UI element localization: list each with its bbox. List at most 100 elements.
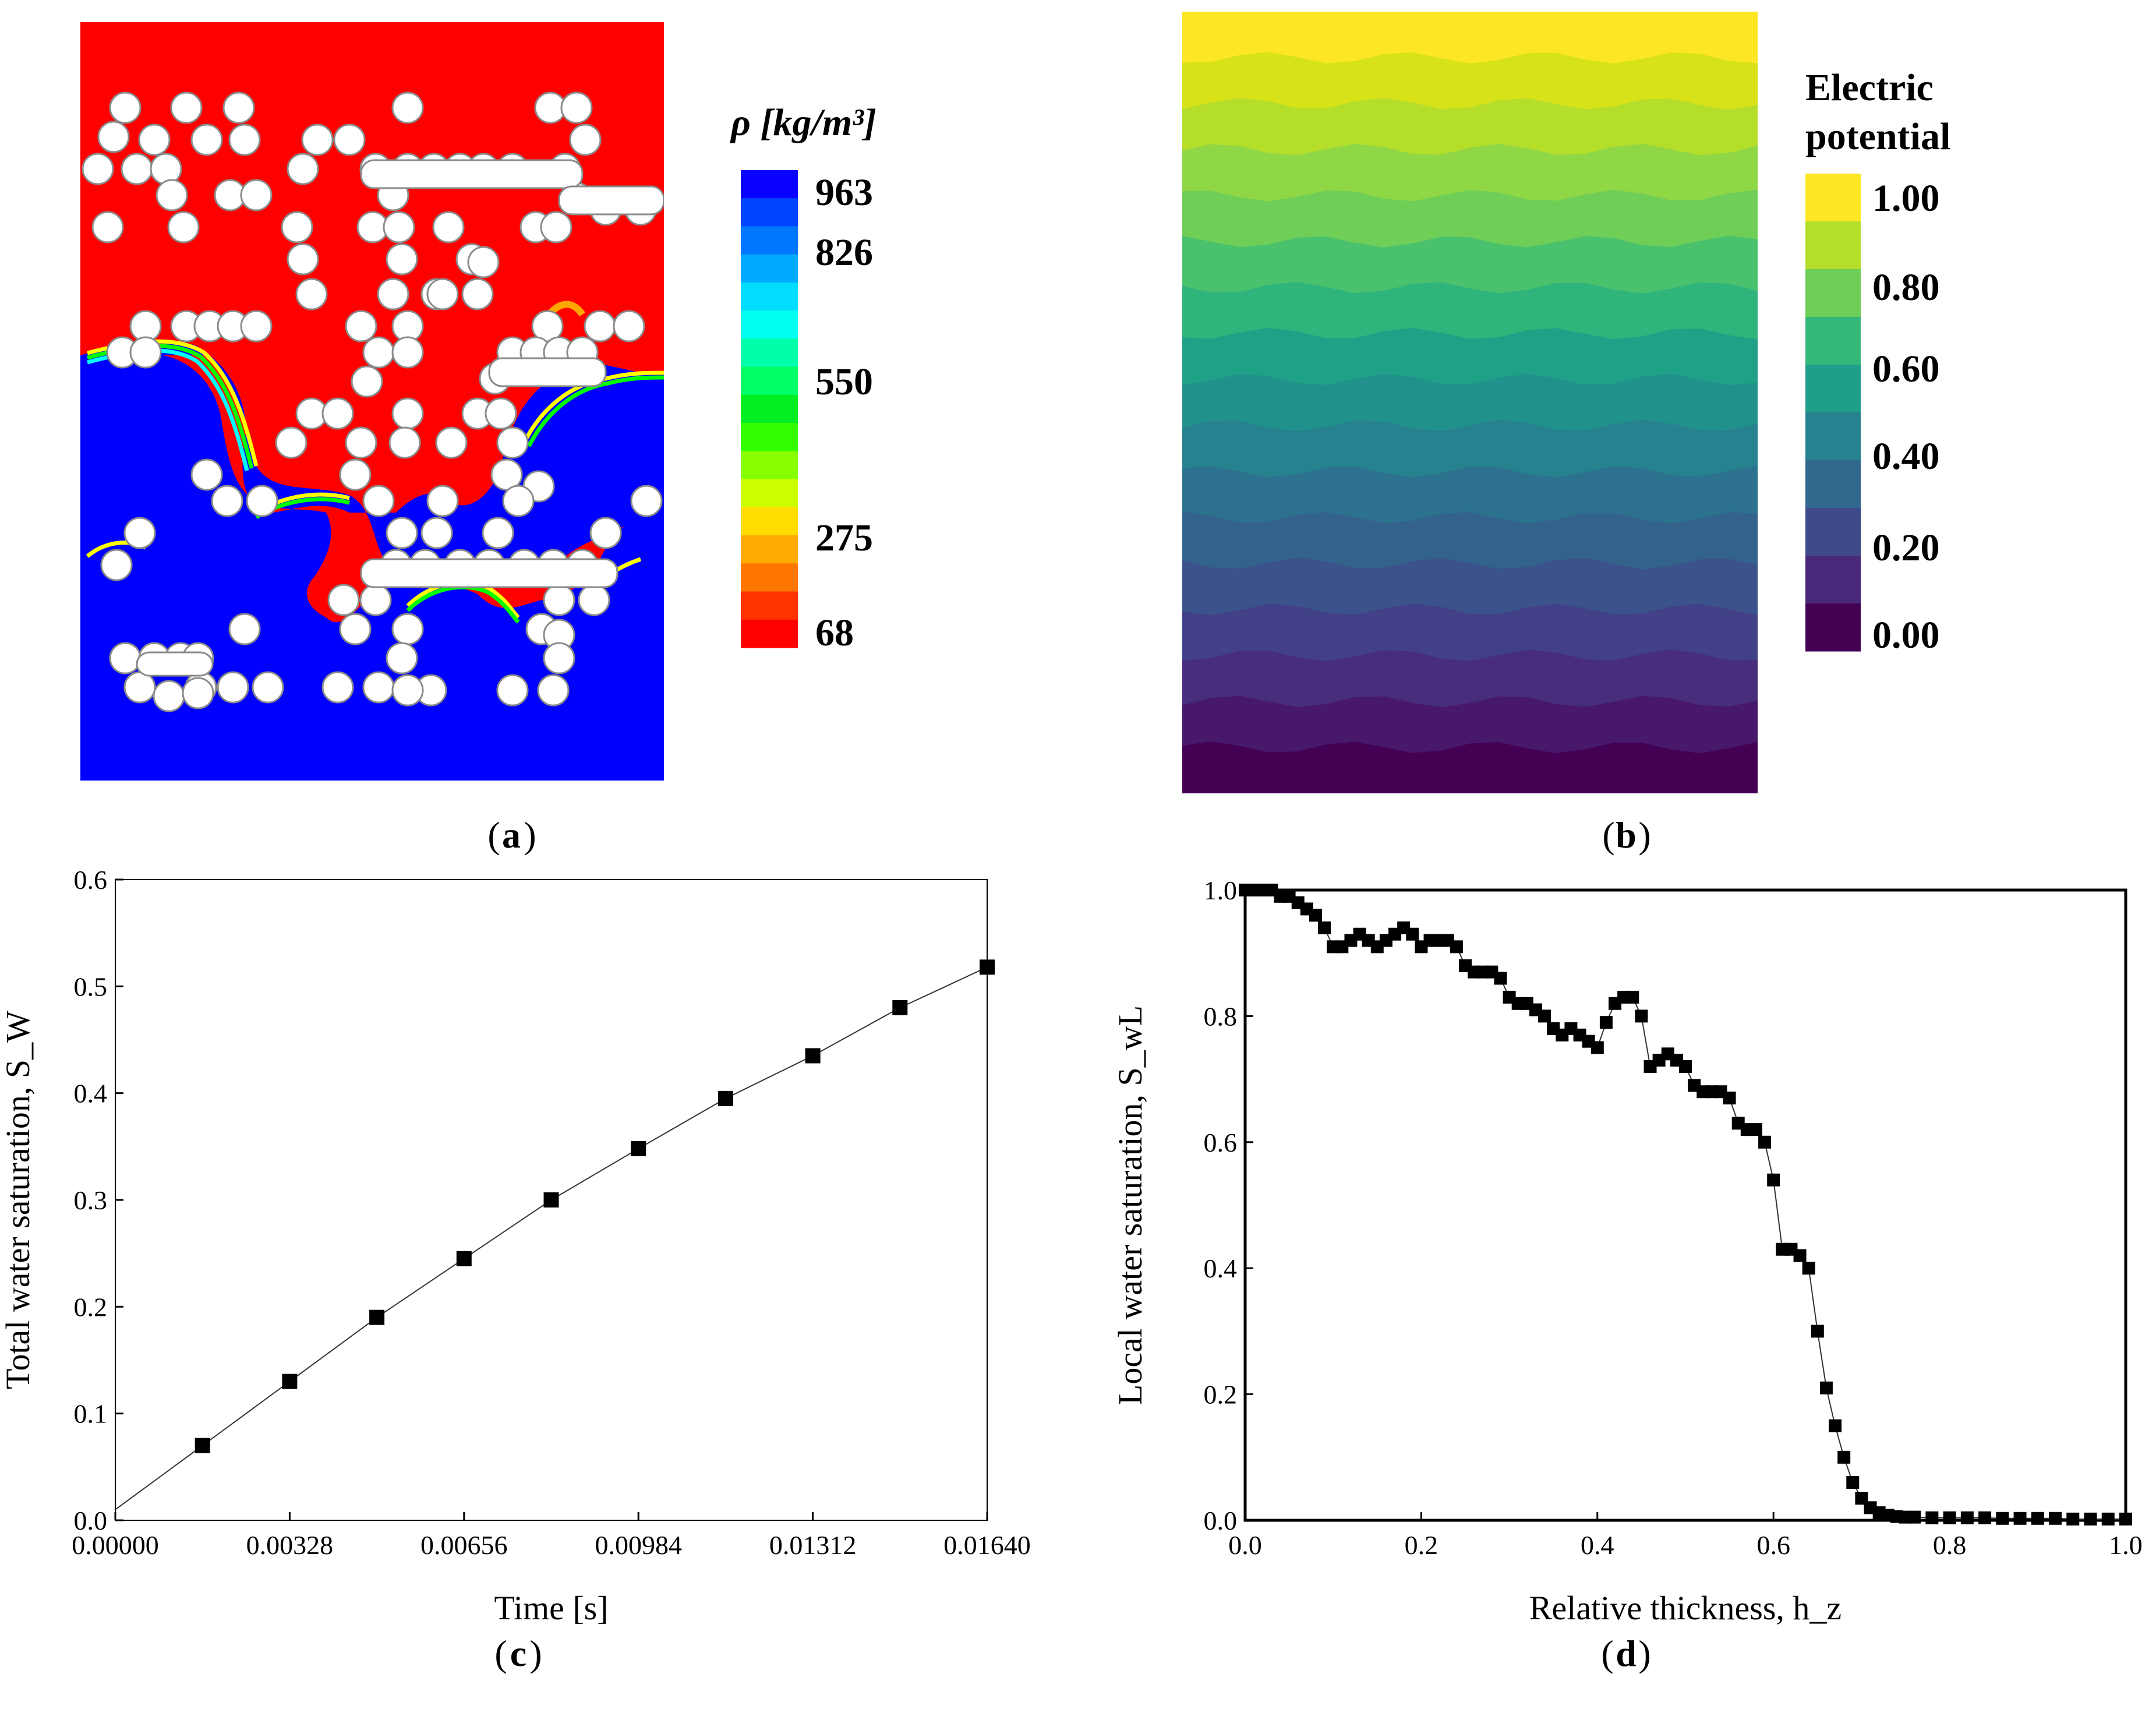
solid-particle bbox=[391, 397, 424, 430]
series-line bbox=[1245, 889, 2126, 1520]
solid-particle bbox=[345, 310, 377, 343]
solid-particle bbox=[138, 123, 171, 156]
colorbar-a-swatch bbox=[741, 310, 798, 339]
svg-text:): ) bbox=[529, 1633, 542, 1674]
data-point bbox=[1811, 1325, 1824, 1338]
x-tick-label: 0.01312 bbox=[769, 1530, 857, 1560]
y-tick-label: 0.2 bbox=[74, 1292, 108, 1322]
y-tick-label: 0.4 bbox=[74, 1079, 108, 1108]
solid-particle bbox=[167, 211, 200, 243]
colorbar-a-swatch bbox=[741, 226, 798, 255]
solid-particle bbox=[153, 680, 185, 712]
solid-particle bbox=[391, 336, 424, 369]
colorbar-b bbox=[1805, 174, 1861, 652]
panel-b-caption: ( b ) bbox=[1602, 814, 1650, 856]
colorbar-a-label: 826 bbox=[815, 231, 873, 274]
solid-particle bbox=[467, 246, 500, 278]
solid-particle bbox=[339, 613, 372, 645]
solid-particle bbox=[435, 426, 468, 459]
solid-particle bbox=[485, 397, 517, 430]
solid-particle bbox=[589, 517, 622, 549]
solid-particle bbox=[327, 584, 360, 616]
solid-particle bbox=[482, 517, 514, 549]
panel-a-caption: ( a ) bbox=[487, 814, 536, 856]
colorbar-b-swatch bbox=[1805, 508, 1861, 556]
x-tick-label: 0.6 bbox=[1756, 1530, 1790, 1560]
data-point bbox=[2049, 1512, 2062, 1525]
solid-particle bbox=[97, 121, 130, 153]
y-axis-title: Total water saturation, S_W bbox=[0, 1011, 37, 1389]
solid-particle bbox=[569, 123, 602, 156]
data-point bbox=[195, 1438, 210, 1453]
data-point bbox=[1758, 1135, 1772, 1149]
potential-bands bbox=[1182, 12, 1758, 793]
x-axis-title: Time [s] bbox=[494, 1589, 608, 1627]
data-point bbox=[718, 1090, 733, 1106]
solid-particle bbox=[543, 584, 575, 616]
solid-particle bbox=[560, 91, 593, 124]
solid-cluster bbox=[360, 159, 584, 189]
y-tick-label: 0.6 bbox=[1204, 1128, 1238, 1157]
colorbar-b-swatch bbox=[1805, 556, 1861, 604]
data-point bbox=[2101, 1512, 2115, 1526]
data-point bbox=[1406, 927, 1419, 941]
data-point bbox=[1591, 1041, 1604, 1054]
colorbar-b-swatch bbox=[1805, 460, 1861, 509]
colorbar-a-swatch bbox=[741, 591, 798, 620]
data-point bbox=[2084, 1512, 2097, 1526]
solid-particle bbox=[295, 278, 328, 310]
x-axis-title: Relative thickness, h_z bbox=[1529, 1589, 1842, 1627]
y-axis-title: Local water saturation, S_wL bbox=[1111, 1005, 1149, 1405]
solid-particle bbox=[182, 677, 214, 709]
solid-particle bbox=[228, 613, 261, 645]
solid-particle bbox=[150, 153, 182, 185]
panel-c-letter: c bbox=[510, 1633, 526, 1674]
solid-particle bbox=[377, 278, 409, 310]
solid-particle bbox=[502, 485, 535, 517]
solid-particle bbox=[362, 671, 395, 704]
colorbar-b-label: 0.40 bbox=[1872, 435, 1940, 478]
solid-particle bbox=[362, 336, 395, 369]
data-point bbox=[543, 1192, 559, 1207]
solid-particle bbox=[246, 485, 278, 517]
solid-particle bbox=[109, 91, 142, 124]
data-point bbox=[1679, 1060, 1692, 1073]
data-point bbox=[1723, 1092, 1736, 1105]
solid-particle bbox=[123, 517, 156, 549]
y-tick-label: 0.0 bbox=[74, 1506, 108, 1535]
solid-particle bbox=[432, 211, 465, 243]
solid-particle bbox=[383, 211, 415, 243]
solid-cluster bbox=[360, 558, 618, 588]
colorbar-a-title: ρ [kg/m³] bbox=[730, 101, 876, 144]
solid-particle bbox=[345, 426, 377, 459]
solid-particle bbox=[490, 458, 523, 491]
data-point bbox=[1829, 1419, 1842, 1432]
data-point bbox=[456, 1251, 472, 1266]
svg-text:(: ( bbox=[1602, 814, 1614, 856]
data-point bbox=[1626, 990, 1639, 1004]
solid-particle bbox=[359, 584, 392, 616]
data-point bbox=[1318, 921, 1331, 934]
data-point bbox=[1599, 1016, 1613, 1029]
series-line bbox=[115, 966, 988, 1510]
solid-particle bbox=[391, 674, 424, 707]
plot-frame bbox=[1243, 888, 2127, 1522]
solid-particle bbox=[240, 310, 273, 343]
solid-particle bbox=[91, 211, 124, 243]
panel-b-letter: b bbox=[1616, 814, 1637, 856]
solid-particle bbox=[121, 153, 153, 185]
solid-particle bbox=[222, 91, 255, 124]
chart-d: 0.0 0.2 0.4 0.6 0.8 1.0 0.0 0.2 0.4 0.6 0.8 1.0 Rela… bbox=[1111, 875, 2143, 1627]
solid-particle bbox=[630, 485, 663, 517]
colorbar-a-swatch bbox=[741, 282, 798, 311]
colorbar-b-swatch bbox=[1805, 317, 1861, 365]
data-point bbox=[980, 959, 995, 975]
solid-particle bbox=[420, 517, 453, 549]
svg-text:): ) bbox=[524, 814, 536, 856]
svg-text:(: ( bbox=[494, 1633, 507, 1674]
data-point bbox=[1450, 940, 1463, 954]
colorbar-a-swatch bbox=[741, 198, 798, 227]
panel-a: ρ [kg/m³] 963 826 550 275 68 ( a ) bbox=[80, 22, 876, 856]
colorbar-b-title: potential bbox=[1805, 115, 1950, 158]
solid-particle bbox=[496, 674, 529, 707]
